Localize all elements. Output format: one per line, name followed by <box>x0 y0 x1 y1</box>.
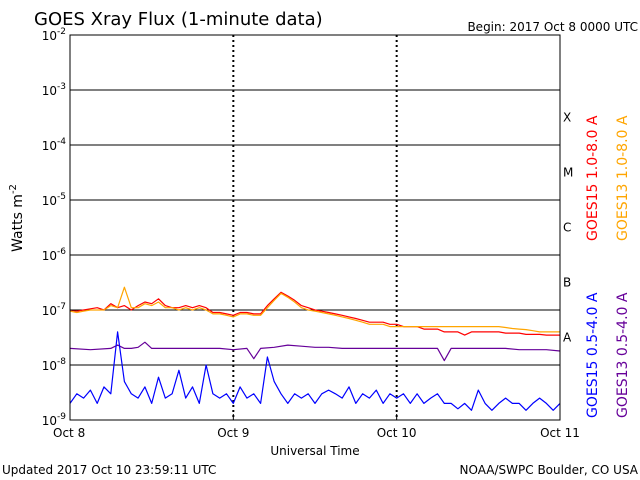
y-tick-label-base: 10 <box>42 414 57 428</box>
plot-frame <box>69 34 561 421</box>
y-tick-label-exponent: -6 <box>57 247 66 257</box>
y-tick-label-exponent: -2 <box>57 27 66 37</box>
y-tick-label-base: 10 <box>42 139 57 153</box>
y-tick-label-base: 10 <box>42 304 57 318</box>
y-tick-label: 10-9 <box>42 412 67 428</box>
y-tick-label-base: 10 <box>42 359 57 373</box>
y-axis: 10-910-810-710-610-510-410-310-2 <box>42 27 560 428</box>
grid <box>70 35 560 420</box>
flare-class-label: M <box>563 166 573 180</box>
legend-goes13-short: GOES13 0.5-4.0 A <box>615 292 631 418</box>
series-line-goes15-1-0-8-0-a <box>69 291 560 336</box>
y-tick-label-base: 10 <box>42 29 57 43</box>
y-tick-label-exponent: -8 <box>57 357 66 367</box>
flare-class-label: X <box>563 111 571 125</box>
series-layer <box>69 286 561 411</box>
legend-goes13-long: GOES13 1.0-8.0 A <box>615 115 631 241</box>
y-tick-label-exponent: -3 <box>57 82 66 92</box>
flare-class-label: C <box>563 221 571 235</box>
x-tick-label: Oct 9 <box>217 426 249 440</box>
y-axis-label: Watts m-2 <box>8 184 26 252</box>
y-tick-label: 10-2 <box>42 27 66 43</box>
y-tick-label: 10-6 <box>42 247 67 263</box>
flare-class-label: B <box>563 276 571 290</box>
chart-title: GOES Xray Flux (1-minute data) <box>34 9 323 30</box>
y-tick-label: 10-4 <box>42 137 67 153</box>
credit-label: NOAA/SWPC Boulder, CO USA <box>460 463 639 477</box>
y-tick-label-base: 10 <box>42 249 57 263</box>
series-line-goes13-0-5-4-0-a <box>69 341 561 362</box>
begin-label: Begin: 2017 Oct 8 0000 UTC <box>467 20 638 34</box>
y-tick-label-base: 10 <box>42 84 57 98</box>
x-axis: Oct 8 Oct 9 Oct 10 Oct 11 <box>53 414 580 440</box>
legend-goes15-short: GOES15 0.5-4.0 A <box>585 292 601 418</box>
flare-class-label: A <box>563 331 572 345</box>
y-tick-label-exponent: -7 <box>57 302 66 312</box>
y-tick-label-exponent: -4 <box>57 137 66 147</box>
y-tick-label: 10-8 <box>42 357 67 373</box>
series-line-goes13-1-0-8-0-a <box>69 286 560 333</box>
legend-goes15-long: GOES15 1.0-8.0 A <box>585 115 601 241</box>
y-axis-label-text: Watts m <box>10 194 26 252</box>
y-tick-label-exponent: -5 <box>57 192 66 202</box>
y-tick-label-base: 10 <box>42 194 57 208</box>
flare-class-labels: A B C M X <box>563 111 573 345</box>
x-tick-label: Oct 8 <box>53 426 85 440</box>
x-tick-label: Oct 10 <box>377 426 417 440</box>
y-tick-label: 10-3 <box>42 82 66 98</box>
y-tick-label: 10-5 <box>42 192 66 208</box>
updated-label: Updated 2017 Oct 10 23:59:11 UTC <box>2 463 216 477</box>
y-tick-label-exponent: -9 <box>57 412 66 422</box>
x-tick-label: Oct 11 <box>540 426 580 440</box>
y-tick-label: 10-7 <box>42 302 66 318</box>
x-axis-label: Universal Time <box>270 444 359 458</box>
series-line-goes15-0-5-4-0-a <box>69 331 561 411</box>
y-axis-label-exponent: -2 <box>8 184 19 194</box>
